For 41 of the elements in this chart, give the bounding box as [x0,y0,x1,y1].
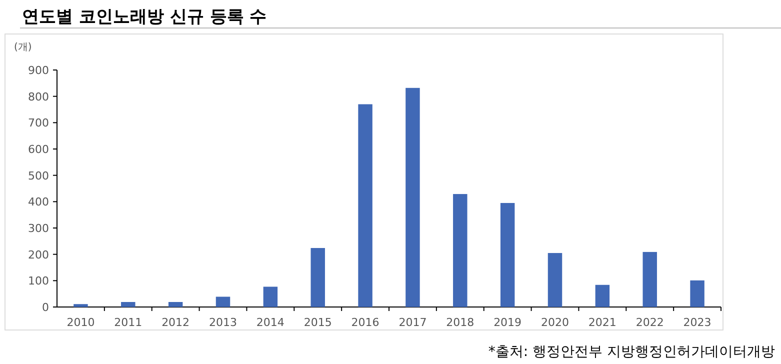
bar [595,284,610,307]
x-tick-label: 2012 [162,316,190,329]
bar [642,252,657,307]
y-tick-label: 200 [28,248,49,262]
y-tick-label: 700 [28,116,49,130]
x-tick-label: 2013 [209,316,237,329]
x-tick-label: 2019 [494,316,522,329]
y-tick-label: 600 [28,143,49,156]
bar [74,304,88,307]
y-axis-title: (개) [14,42,32,53]
y-tick-label: 400 [28,196,49,209]
text: *출처: 행정안전부 지방행정인허가데이터개방 [488,344,775,360]
x-tick-label: 2015 [304,316,332,329]
bar [690,280,704,307]
x-tick-label: 2023 [683,316,712,329]
x-tick-label: 2014 [256,316,284,329]
bar [548,253,562,307]
x-tick-label: 2011 [114,316,142,329]
y-tick-label: 100 [28,274,49,288]
x-tick-label: 2010 [66,316,95,329]
chart-title: 연도별 코인노래방 신규 등록 수 [22,7,267,27]
bar [263,286,278,307]
bar [121,302,136,307]
bar [358,104,372,307]
bar [216,296,230,307]
x-tick-label: 2020 [541,316,569,329]
bar [406,88,420,307]
y-tick-label: 0 [42,301,49,314]
y-tick-label: 800 [28,90,49,104]
x-tick-label: 2018 [446,316,474,329]
y-tick-label: 500 [28,169,49,182]
bar [168,302,183,307]
x-tick-label: 2022 [636,316,664,329]
x-tick-label: 2017 [398,316,427,329]
x-tick-label: 2016 [351,316,380,329]
y-tick-label: 900 [28,64,49,77]
bar [310,248,325,307]
x-tick-label: 2021 [588,316,616,329]
bar [500,202,515,307]
y-tick-label: 300 [28,222,49,235]
bar [453,194,468,307]
